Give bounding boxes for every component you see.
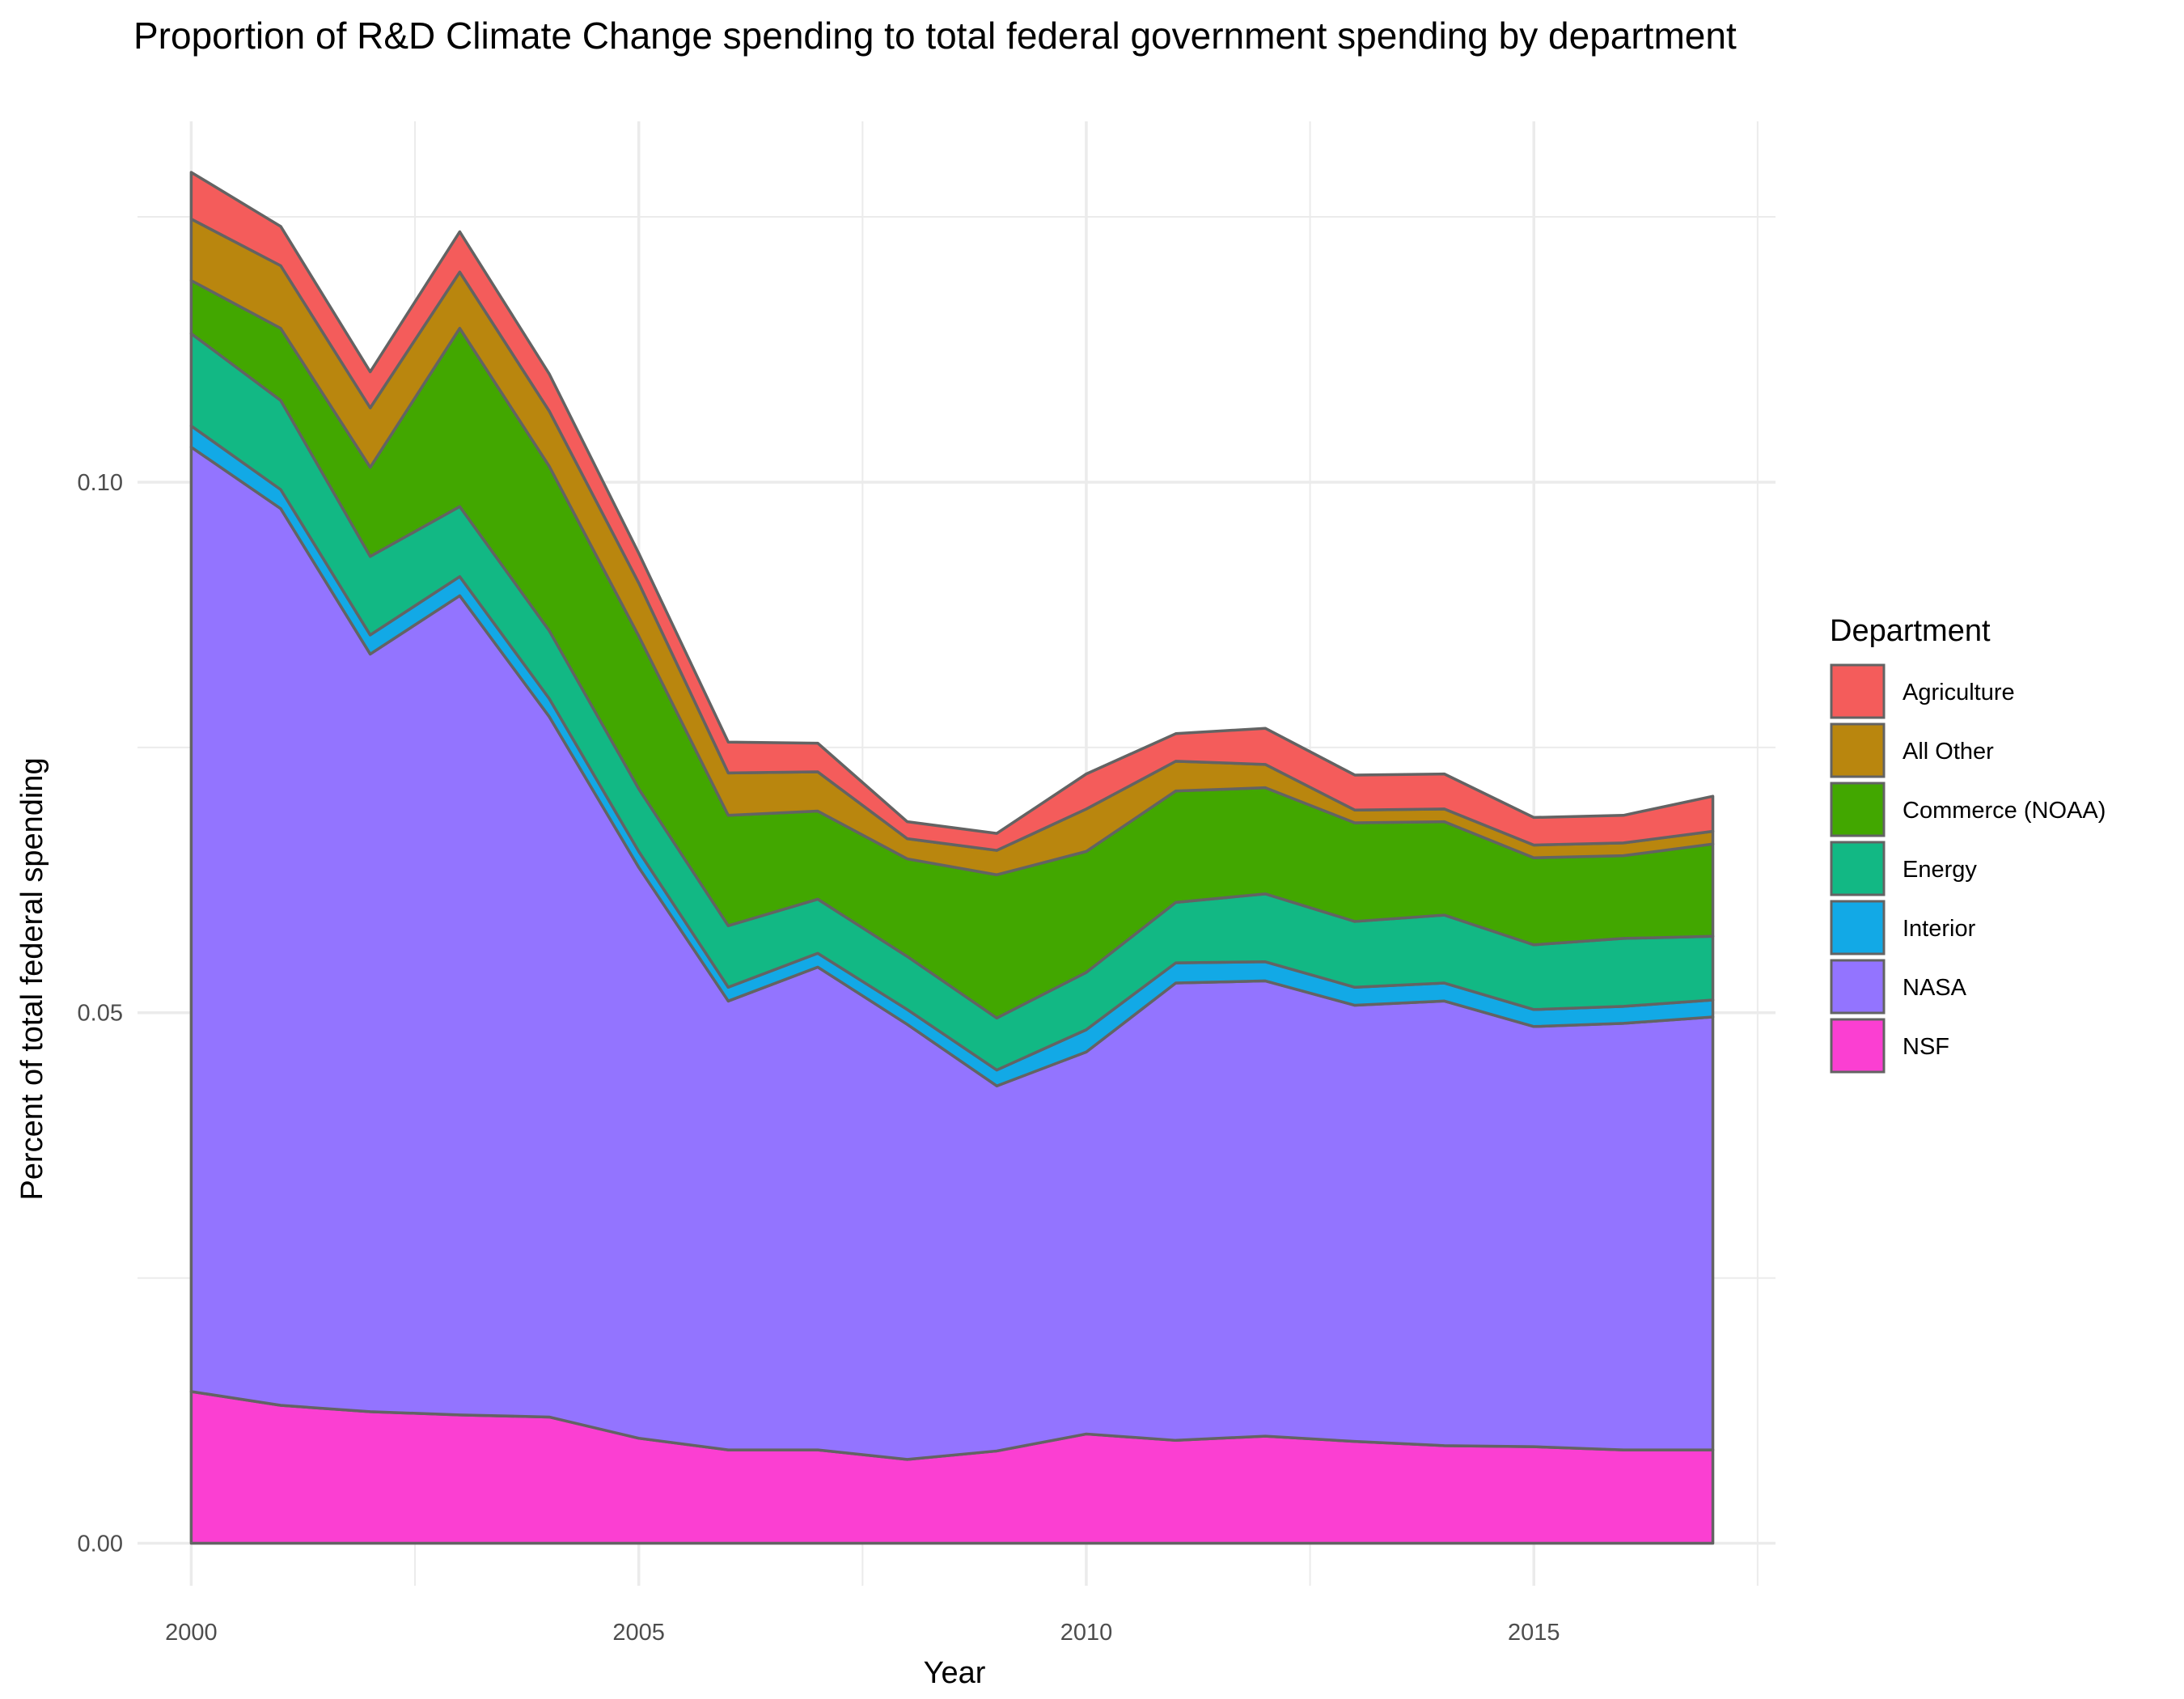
legend-label-interior: Interior [1903, 916, 1976, 942]
chart-title: Proportion of R&D Climate Change spendin… [133, 15, 1737, 57]
legend-key-all-other [1830, 722, 1886, 778]
legend-key-nsf [1830, 1018, 1886, 1074]
x-tick-label: 2005 [612, 1620, 665, 1646]
legend-key-nasa [1830, 959, 1886, 1015]
y-tick-label: 0.10 [78, 470, 123, 496]
legend-label-all-other: All Other [1903, 739, 1994, 765]
x-tick-label: 2015 [1508, 1620, 1560, 1646]
legend-label-commerce-noaa: Commerce (NOAA) [1903, 798, 2106, 824]
legend-item-energy: Energy [1830, 841, 1977, 896]
legend-item-all-other: All Other [1830, 722, 1994, 778]
x-tick-label: 2000 [165, 1620, 218, 1646]
legend-items: Agriculture All Other Commerce (NOAA) Energ… [1830, 663, 2106, 1074]
legend-label-nsf: NSF [1903, 1034, 1949, 1060]
legend-label-agriculture: Agriculture [1903, 680, 2015, 705]
y-tick-label: 0.00 [78, 1532, 123, 1557]
legend-key-commerce-noaa [1830, 782, 1886, 837]
x-axis-ticks: 2000 2005 2010 2015 [165, 1620, 1560, 1646]
y-axis-ticks: 0.00 0.05 0.10 [78, 470, 123, 1557]
x-tick-label: 2010 [1060, 1620, 1113, 1646]
legend-item-commerce-noaa: Commerce (NOAA) [1830, 782, 2106, 837]
legend-item-interior: Interior [1830, 900, 1976, 955]
legend-key-interior [1830, 900, 1886, 955]
legend-key-agriculture [1830, 663, 1886, 719]
y-axis-title: Percent of total federal spending [15, 757, 49, 1200]
legend-item-nasa: NASA [1830, 959, 1967, 1015]
y-tick-label: 0.05 [78, 1001, 123, 1027]
stacked-areas [189, 171, 1715, 1545]
area-agriculture [189, 171, 1715, 852]
x-axis-title: Year [924, 1656, 986, 1690]
legend-label-energy: Energy [1903, 857, 1977, 883]
legend: Department Agriculture All Other Commerce … [1830, 614, 2106, 1074]
legend-item-agriculture: Agriculture [1830, 663, 2015, 719]
legend-label-nasa: NASA [1903, 975, 1967, 1001]
legend-item-nsf: NSF [1830, 1018, 1949, 1074]
legend-title: Department [1830, 614, 1991, 648]
legend-key-energy [1830, 841, 1886, 896]
